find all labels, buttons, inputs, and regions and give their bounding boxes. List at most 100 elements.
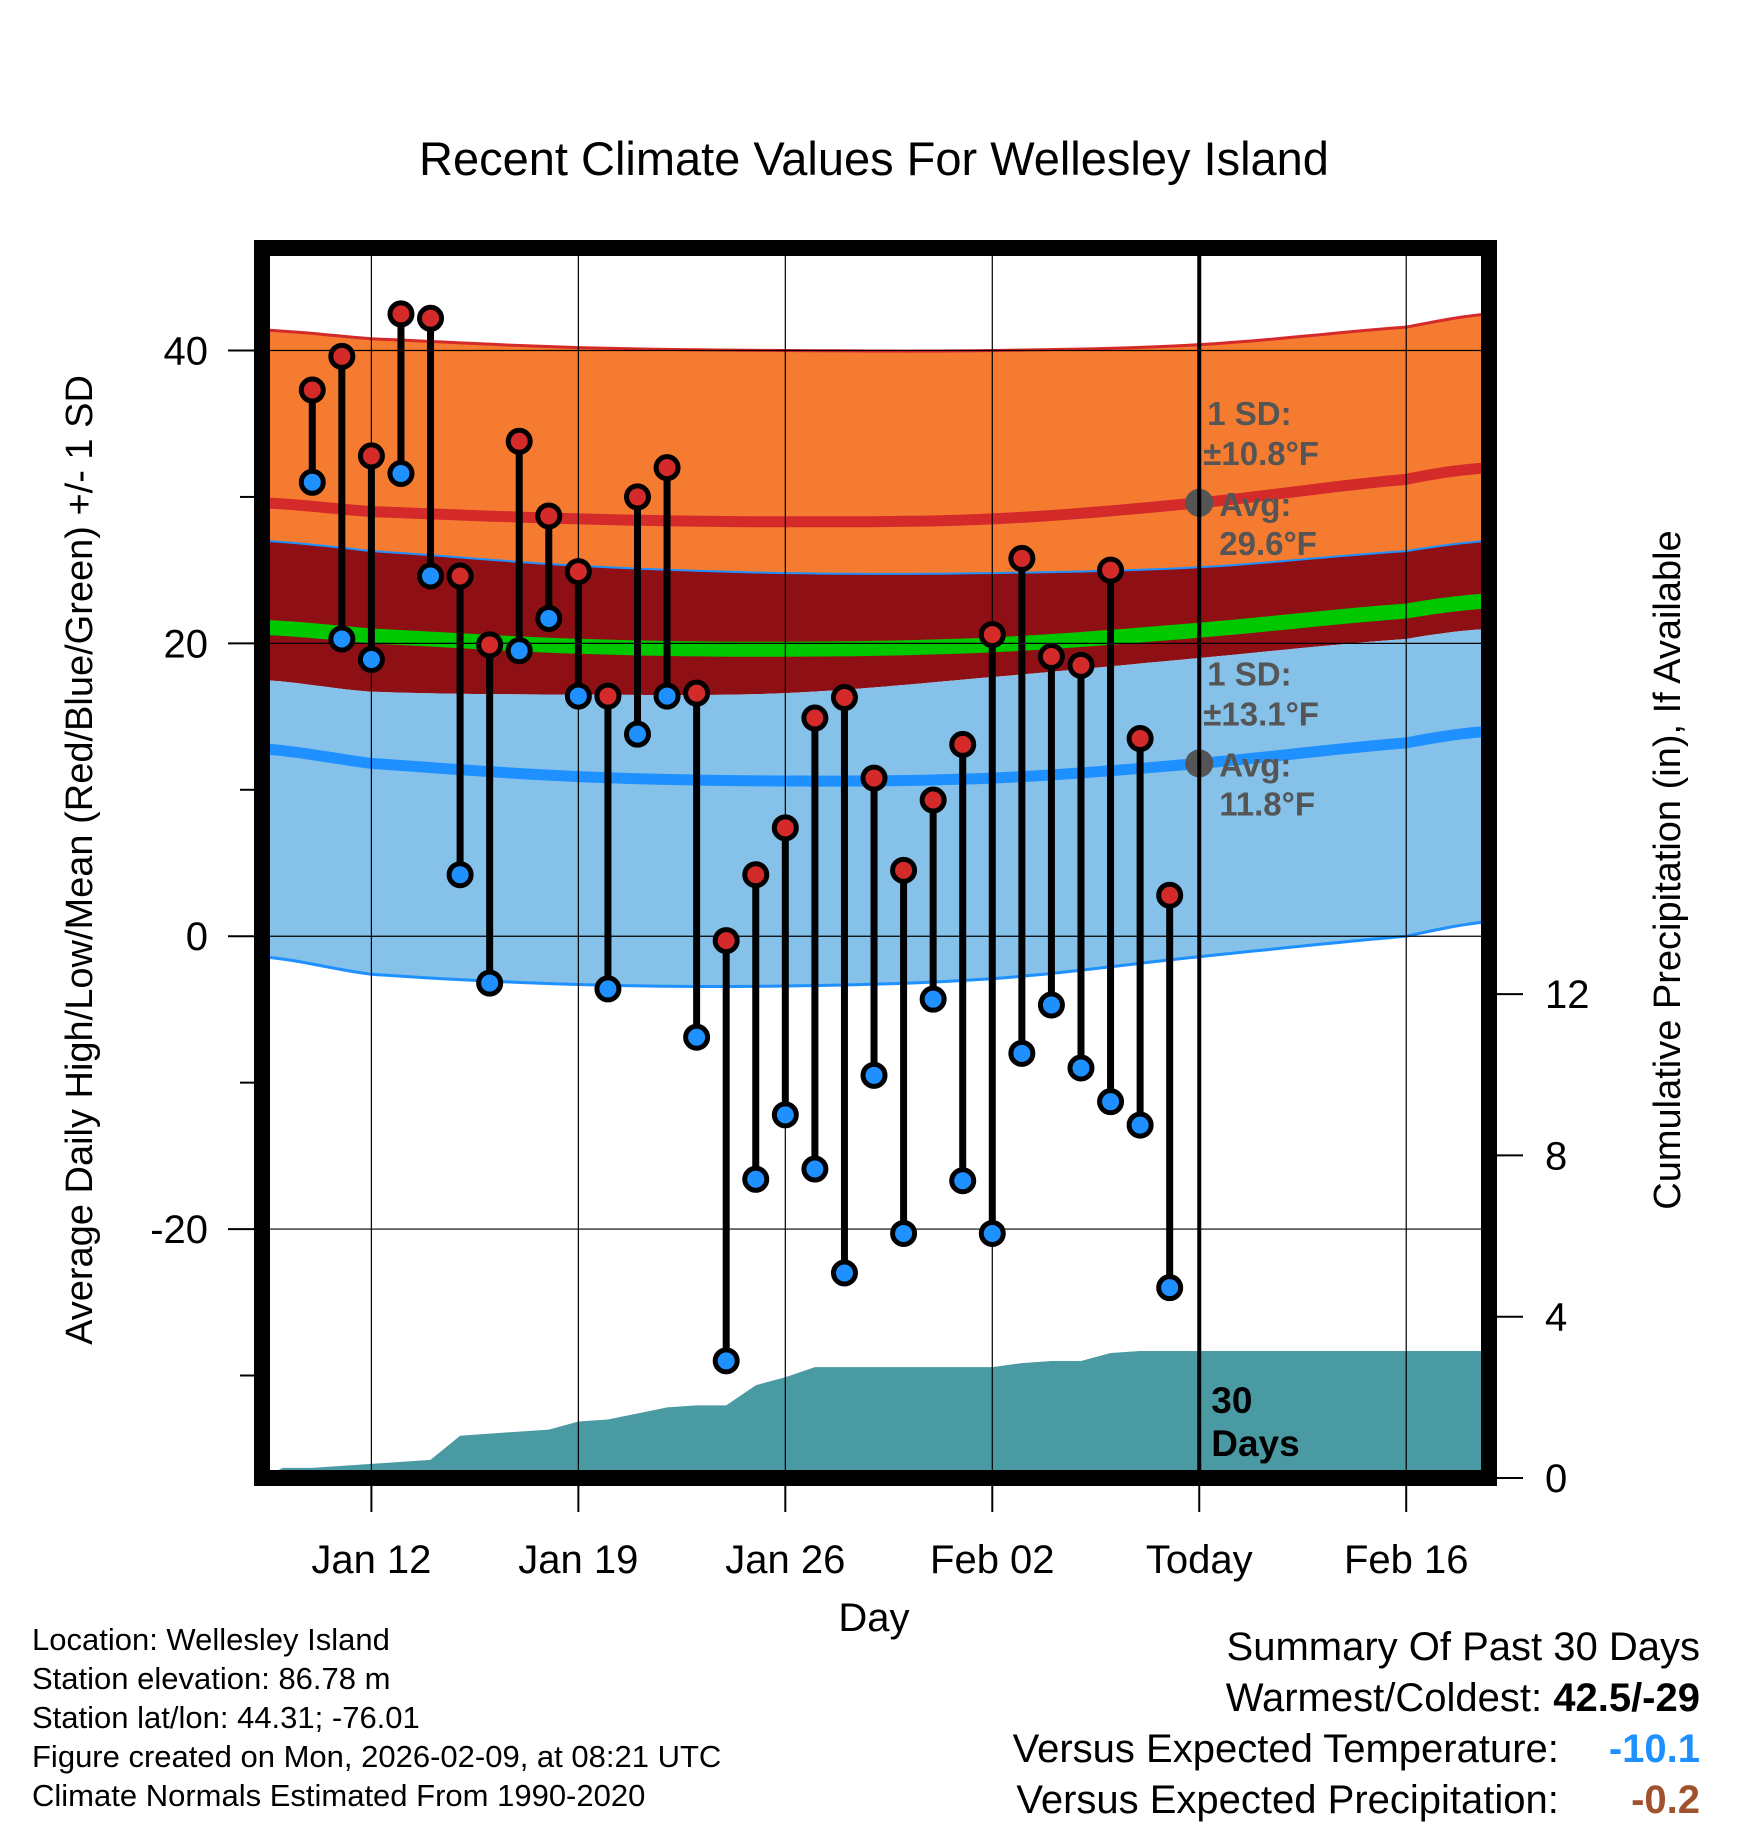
low-point-17	[505, 637, 533, 665]
x-tick-label-5: Feb 16	[1344, 1538, 1469, 1582]
low-point-26	[771, 1101, 799, 1129]
days-label: 30 Days	[1211, 1380, 1299, 1464]
days-label-line-0: 30	[1211, 1380, 1252, 1421]
high-point-23	[683, 679, 711, 707]
y2-tick-label-3: 12	[1545, 973, 1590, 1017]
high-point-30	[890, 856, 918, 884]
normals-text: Climate Normals Estimated From 1990-2020	[32, 1778, 646, 1813]
y-tick-label-3: 40	[164, 330, 209, 374]
high-point-26	[771, 814, 799, 842]
low-point-28	[830, 1259, 858, 1287]
low-point-31	[919, 985, 947, 1013]
low-point-36	[1067, 1054, 1095, 1082]
location-text: Location: Wellesley Island	[32, 1622, 390, 1657]
precip-area	[262, 1351, 1489, 1478]
low-point-16	[476, 969, 504, 997]
precip-area-group	[262, 1351, 1489, 1478]
temp-value: -10.1	[1608, 1727, 1700, 1771]
x-tick-label-0: Jan 12	[311, 1538, 431, 1582]
high-point-15	[446, 562, 474, 590]
high-sd-value: ±10.8°F	[1203, 435, 1319, 472]
warmest-label: Warmest/Coldest:	[1225, 1676, 1543, 1720]
y-tick-label-2: 20	[164, 622, 209, 666]
low-avg-line	[262, 725, 1489, 787]
precip-row: Versus Expected Precipitation: -0.2	[1013, 1775, 1700, 1826]
high-point-25	[742, 861, 770, 889]
high-point-22	[653, 454, 681, 482]
summary-title: Summary Of Past 30 Days	[1226, 1625, 1700, 1669]
high-point-12	[357, 442, 385, 470]
x-tick-label-4: Today	[1146, 1538, 1253, 1582]
high-point-18	[535, 502, 563, 530]
high-point-36	[1067, 651, 1095, 679]
low-point-22	[653, 682, 681, 710]
elevation-text: Station elevation: 86.78 m	[32, 1661, 391, 1696]
summary-panel: Summary Of Past 30 Days Warmest/Coldest:…	[1013, 1622, 1700, 1826]
high-point-13	[387, 300, 415, 328]
high-point-14	[417, 304, 445, 332]
high-point-20	[594, 682, 622, 710]
y2-tick-label-1: 4	[1545, 1296, 1567, 1340]
warmest-value: 42.5/-29	[1553, 1676, 1700, 1720]
high-point-27	[801, 704, 829, 732]
high-point-17	[505, 427, 533, 455]
x-axis-label: Day	[838, 1596, 909, 1640]
station-info: Location: Wellesley Island Station eleva…	[32, 1620, 721, 1815]
low-point-23	[683, 1023, 711, 1051]
high-point-21	[623, 483, 651, 511]
warmest-row: Warmest/Coldest: 42.5/-29	[1013, 1673, 1700, 1724]
low-point-34	[1008, 1039, 1036, 1067]
y2-tick-label-2: 8	[1545, 1134, 1567, 1178]
low-point-32	[949, 1167, 977, 1195]
x-tick-label-1: Jan 19	[518, 1538, 638, 1582]
high-avg-label: Avg:	[1219, 486, 1291, 523]
low-point-18	[535, 604, 563, 632]
y-axis-label: Average Daily High/Low/Mean (Red/Blue/Gr…	[59, 375, 101, 1345]
created-text: Figure created on Mon, 2026-02-09, at 08…	[32, 1739, 722, 1774]
precip-value: -0.2	[1631, 1778, 1700, 1822]
high-point-10	[298, 376, 326, 404]
low-point-10	[298, 468, 326, 496]
high-point-35	[1037, 643, 1065, 671]
low-point-39	[1156, 1274, 1184, 1302]
high-point-29	[860, 764, 888, 792]
temp-row: Versus Expected Temperature: -10.1	[1013, 1724, 1700, 1775]
plot-frame	[254, 240, 1497, 1486]
high-point-16	[476, 631, 504, 659]
x-tick-label-2: Jan 26	[725, 1538, 845, 1582]
low-point-15	[446, 861, 474, 889]
low-lower-edge	[262, 920, 1489, 988]
temp-label: Versus Expected Temperature:	[1012, 1727, 1559, 1771]
high-avg-line	[262, 462, 1489, 528]
high-avg-value: 29.6°F	[1219, 525, 1317, 562]
precip-label: Versus Expected Precipitation:	[1016, 1778, 1559, 1822]
y2-axis-label: Cumulative Precipitation (in), If Availa…	[1647, 530, 1689, 1209]
high-point-24	[712, 927, 740, 955]
x-tick-label-3: Feb 02	[930, 1538, 1055, 1582]
high-point-28	[830, 684, 858, 712]
high-lower-edge	[262, 539, 1489, 575]
y2-tick-label-0: 0	[1545, 1457, 1567, 1501]
low-point-37	[1097, 1088, 1125, 1116]
low-point-13	[387, 460, 415, 487]
high-point-39	[1156, 881, 1184, 909]
high-point-34	[1008, 544, 1036, 572]
low-point-11	[328, 625, 356, 653]
high-point-32	[949, 730, 977, 758]
daily-range-stems	[298, 300, 1184, 1375]
high-point-31	[919, 786, 947, 814]
high-point-11	[328, 342, 356, 370]
low-point-33	[978, 1219, 1006, 1247]
low-point-25	[742, 1165, 770, 1193]
high-point-19	[564, 558, 592, 586]
y-tick-label-1: 0	[186, 915, 208, 959]
low-point-38	[1126, 1111, 1154, 1139]
low-point-29	[860, 1061, 888, 1089]
low-point-20	[594, 975, 622, 1003]
high-point-38	[1126, 725, 1154, 753]
y-tick-label-0: -20	[150, 1208, 208, 1252]
high-point-37	[1097, 556, 1125, 584]
low-sd-value: ±13.1°F	[1203, 695, 1319, 732]
